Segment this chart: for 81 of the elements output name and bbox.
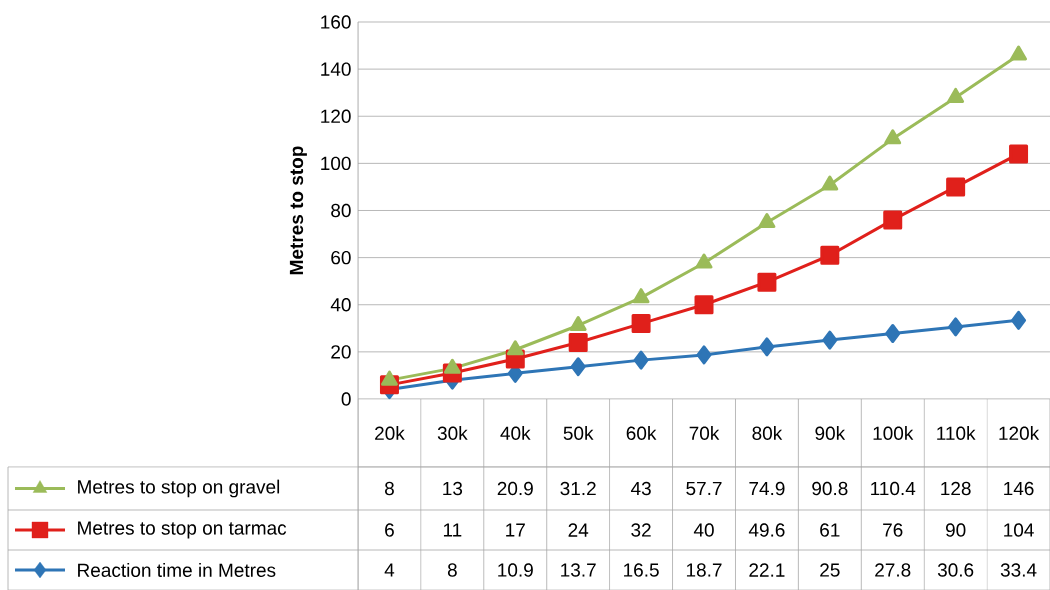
point bbox=[1009, 144, 1029, 164]
data-label: 8 bbox=[385, 481, 394, 496]
point bbox=[696, 345, 712, 365]
x-tick-label: 50k bbox=[563, 426, 594, 440]
data-label: 146 bbox=[1004, 481, 1034, 496]
y-axis-title: Metres to stop bbox=[289, 146, 307, 275]
data-label: 32 bbox=[631, 523, 651, 537]
x-tick-label: 90k bbox=[815, 426, 846, 440]
point bbox=[758, 213, 776, 229]
data-label: 13 bbox=[443, 481, 463, 496]
y-tick-label: 140 bbox=[321, 62, 351, 76]
data-label: 10.9 bbox=[498, 563, 533, 577]
data-label: 128 bbox=[941, 481, 971, 496]
point bbox=[883, 210, 903, 230]
data-label: 24 bbox=[568, 523, 589, 537]
y-tick-label: 20 bbox=[331, 345, 351, 359]
point bbox=[757, 272, 777, 292]
point bbox=[694, 295, 714, 315]
point bbox=[947, 87, 965, 103]
point bbox=[821, 175, 839, 191]
point bbox=[631, 314, 651, 334]
x-tick-label: 20k bbox=[375, 426, 405, 440]
data-label: 4 bbox=[384, 563, 395, 577]
point bbox=[885, 323, 901, 343]
y-tick-label: 160 bbox=[321, 15, 351, 29]
point bbox=[632, 288, 650, 304]
point bbox=[1011, 310, 1027, 330]
data-label: 49.6 bbox=[748, 523, 785, 537]
x-tick-label: 120k bbox=[999, 426, 1040, 440]
data-label: 22.1 bbox=[749, 563, 785, 577]
y-tick-label: 100 bbox=[321, 156, 351, 171]
data-label: 8 bbox=[447, 563, 457, 577]
data-label: 30.6 bbox=[937, 563, 974, 577]
data-label: 18.7 bbox=[686, 563, 722, 577]
y-tick-label: 120 bbox=[321, 109, 351, 123]
data-label: 40 bbox=[693, 523, 714, 537]
data-label: 31.2 bbox=[560, 481, 596, 496]
point bbox=[948, 317, 964, 337]
data-label: 13.7 bbox=[561, 563, 596, 577]
point bbox=[695, 253, 713, 269]
point bbox=[759, 337, 775, 357]
x-tick-label: 80k bbox=[752, 426, 783, 440]
x-tick-label: 100k bbox=[873, 426, 914, 440]
y-tick-label: 60 bbox=[331, 250, 351, 265]
data-label: 27.8 bbox=[875, 563, 911, 577]
data-label: 25 bbox=[820, 563, 840, 577]
data-label: 90 bbox=[945, 523, 966, 537]
legend-label: Metres to stop on tarmac bbox=[78, 521, 287, 539]
point bbox=[1010, 45, 1027, 61]
x-tick-label: 40k bbox=[500, 426, 531, 440]
point bbox=[884, 129, 902, 145]
data-label: 33.4 bbox=[1000, 563, 1037, 577]
legend-label: Reaction time in Metres bbox=[78, 563, 276, 577]
point bbox=[506, 340, 524, 356]
data-label: 61 bbox=[820, 523, 840, 537]
point bbox=[820, 245, 840, 265]
x-tick-label: 110k bbox=[937, 426, 976, 440]
y-tick-label: 80 bbox=[331, 203, 351, 218]
legend-label: Metres to stop on gravel bbox=[78, 479, 280, 498]
data-label: 20.9 bbox=[497, 481, 533, 496]
point bbox=[822, 330, 838, 350]
data-label: 11 bbox=[443, 523, 462, 537]
point bbox=[946, 177, 966, 197]
point bbox=[570, 357, 586, 377]
data-label: 110.4 bbox=[871, 481, 916, 496]
y-tick-label: 0 bbox=[341, 392, 351, 406]
point bbox=[568, 332, 588, 352]
x-tick-label: 60k bbox=[626, 426, 657, 440]
data-label: 17 bbox=[506, 523, 525, 537]
data-label: 104 bbox=[1004, 523, 1034, 537]
data-label: 43 bbox=[630, 481, 651, 496]
data-label: 74.9 bbox=[749, 481, 785, 496]
point bbox=[633, 350, 649, 370]
data-label: 16.5 bbox=[624, 563, 659, 577]
y-tick-label: 40 bbox=[330, 298, 351, 312]
data-label: 57.7 bbox=[686, 481, 722, 496]
data-label: 90.8 bbox=[812, 481, 848, 496]
data-label: 76 bbox=[883, 523, 903, 537]
x-tick-label: 70k bbox=[689, 426, 720, 440]
data-label: 6 bbox=[385, 523, 394, 537]
x-tick-label: 30k bbox=[437, 426, 468, 440]
